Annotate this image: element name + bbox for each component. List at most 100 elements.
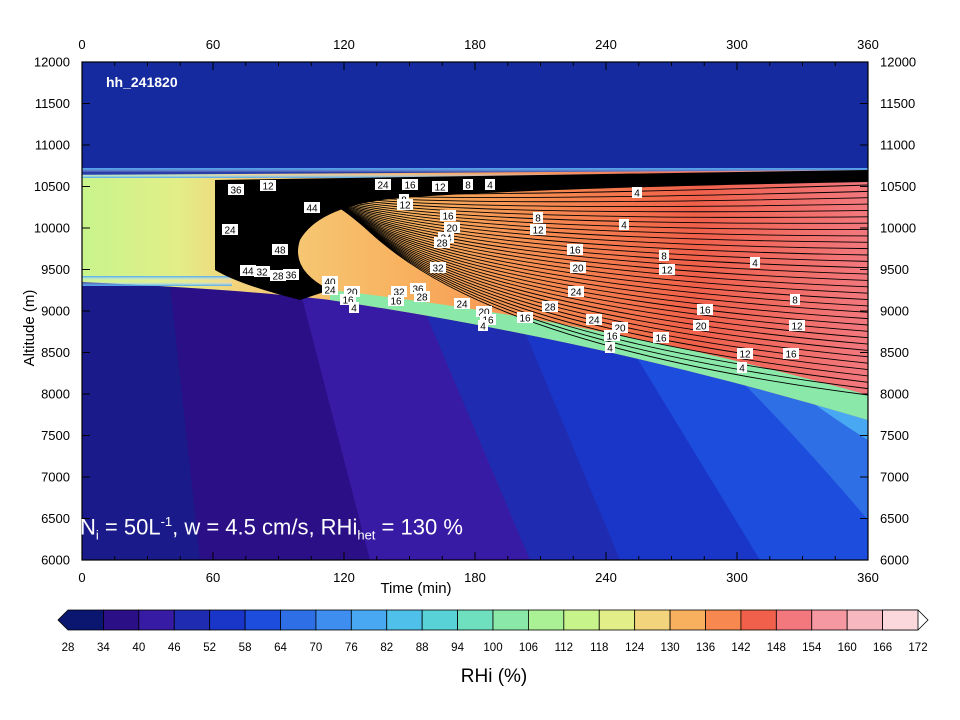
y-tick-label-right: 7000: [880, 470, 909, 485]
colorbar-tick-label: 34: [97, 642, 110, 654]
x-tick-label-top: 360: [857, 37, 879, 52]
colorbar-tick-label: 124: [625, 642, 645, 654]
contour-label: 36: [285, 271, 297, 282]
contour-label: 16: [699, 306, 711, 317]
contour-label: 4: [634, 189, 640, 200]
contour-label-bg: [375, 179, 391, 190]
contour-line: [289, 184, 299, 276]
colorbar-tick-label: 172: [908, 642, 927, 654]
contour-label-bg: [542, 301, 558, 312]
contour-line: [327, 195, 868, 332]
x-tick-label-bottom: 0: [78, 570, 85, 585]
contour-label-bg: [414, 291, 430, 302]
contour-label-bg: [533, 212, 543, 223]
colorbar-swatch: [350, 609, 388, 631]
colorbar-swatch: [669, 609, 706, 631]
contour-label-bg: [283, 269, 299, 280]
contour-label-bg: [570, 262, 586, 273]
contour-label: 4: [621, 221, 627, 232]
colorbar-swatch: [421, 609, 458, 631]
contour-label-bg: [653, 332, 669, 343]
y-tick-label-right: 11500: [880, 96, 915, 111]
colorbar-swatch: [209, 609, 246, 631]
y-tick-label-right: 9500: [880, 262, 909, 277]
contour-label: 44: [306, 204, 318, 215]
panel-id: hh_241820: [106, 74, 178, 90]
colorbar-swatch: [634, 609, 671, 631]
colorbar-swatch: [457, 609, 494, 631]
contour-label-bg: [340, 294, 356, 305]
contour-label-bg: [322, 276, 338, 287]
contour-label: 12: [399, 201, 411, 212]
y-tick-label-right: 6000: [880, 553, 909, 568]
ann-n-sub: i: [95, 527, 99, 543]
contour-label: 12: [661, 266, 673, 277]
ann-end: = 130 %: [375, 514, 463, 540]
contour-label-bg: [444, 222, 460, 233]
ann-rhi-sub: het: [357, 527, 376, 543]
contour-label-bg: [454, 298, 470, 309]
contour-label: 8: [535, 214, 541, 225]
contour-label: 4: [739, 364, 745, 375]
contour-label-bg: [260, 180, 276, 191]
y-tick-label-right: 10500: [880, 179, 916, 194]
contour-label-bg: [254, 266, 270, 277]
contour-label-bg: [478, 320, 488, 331]
contour-label: 12: [791, 322, 803, 333]
contour-label-bg: [434, 237, 450, 248]
contour-label: 28: [272, 272, 284, 283]
colorbar-tick-label: 154: [802, 642, 822, 654]
layer-lower-edge: [330, 290, 868, 420]
contour-label: 28: [416, 293, 428, 304]
contour-label: 4: [487, 181, 493, 192]
contour-label-bg: [697, 304, 713, 315]
contour-label: 20: [695, 322, 707, 333]
contour-label: 24: [224, 226, 236, 237]
contour-label-bg: [430, 262, 446, 273]
x-axis-title: Time (min): [380, 580, 451, 597]
colorbar-tick-label: 148: [767, 642, 786, 654]
colorbar-tick-label: 82: [380, 642, 393, 654]
colorbar-swatch: [811, 609, 848, 631]
contour-label-bg: [228, 184, 244, 195]
colorbar-tick-label: 166: [873, 642, 892, 654]
colorbar-swatch: [280, 609, 317, 631]
colorbar-swatch: [103, 609, 140, 631]
layer-top-edge: [82, 168, 868, 178]
contour-line: [265, 184, 275, 276]
contour-label: 4: [607, 344, 613, 355]
y-tick-label-left: 10000: [34, 221, 70, 236]
contour-label: 16: [404, 181, 416, 192]
y-tick-label-left: 6500: [41, 511, 70, 526]
contour-label-bg: [737, 348, 753, 359]
colorbar-tick-label: 100: [483, 642, 502, 654]
colorbar-tick-label: 58: [239, 642, 252, 654]
ann-n: N: [80, 514, 96, 540]
contour-label: 24: [588, 316, 600, 327]
y-tick-label-right: 9000: [880, 304, 909, 319]
contour-label-bg: [530, 224, 546, 235]
x-tick-label-bottom: 60: [206, 570, 220, 585]
y-tick-label-left: 7000: [41, 470, 70, 485]
contour-label-bg: [568, 286, 584, 297]
axes: 0060601201201801802402403003003603606000…: [34, 37, 916, 585]
colorbar-tick-label: 106: [519, 642, 538, 654]
colorbar-tick-label: 160: [838, 642, 857, 654]
contour-label-bg: [222, 224, 238, 235]
colorbar-title: RHi (%): [461, 666, 528, 687]
contour-label-bg: [789, 320, 805, 331]
colorbar-tick-label: 88: [416, 642, 429, 654]
y-tick-label-left: 9500: [41, 262, 70, 277]
contour-label-bg: [476, 306, 492, 317]
contour-label-bg: [604, 330, 620, 341]
contour-label-bg: [619, 219, 629, 230]
contour-label-bg: [272, 244, 288, 255]
x-tick-label-bottom: 360: [857, 570, 879, 585]
contour-label: 28: [544, 303, 556, 314]
contour-label: 12: [532, 226, 544, 237]
y-axis-title: Altitude (m): [21, 290, 38, 367]
y-tick-label-left: 8500: [41, 345, 70, 360]
contour-label: 12: [434, 183, 446, 194]
contour-label: 24: [377, 181, 389, 192]
colorbar-swatch: [598, 609, 636, 631]
